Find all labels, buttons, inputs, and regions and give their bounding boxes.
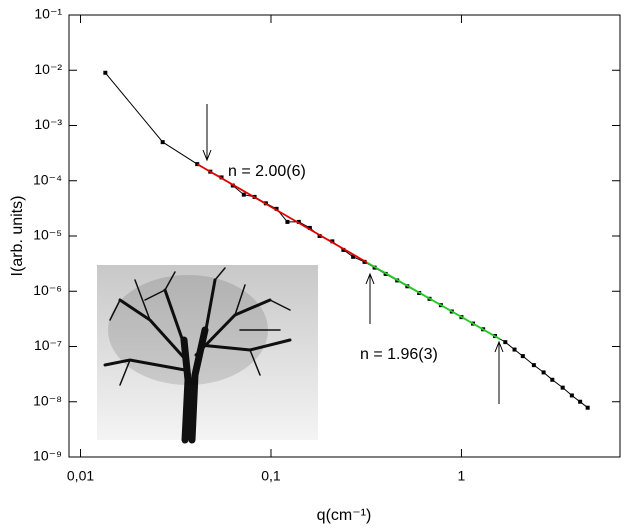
data-point xyxy=(296,219,301,224)
data-point xyxy=(569,393,574,398)
y-axis-label: I(arb. units) xyxy=(9,196,26,277)
inset-image xyxy=(97,265,318,444)
x-tick-label: 0,1 xyxy=(261,468,281,484)
y-tick-label: 10⁻⁸ xyxy=(33,392,62,408)
x-tick-label: 1 xyxy=(458,468,466,484)
y-tick-label: 10⁻⁵ xyxy=(33,227,62,243)
data-point xyxy=(103,70,108,75)
data-point xyxy=(585,405,590,410)
data-point xyxy=(531,363,536,368)
data-point xyxy=(330,239,335,244)
y-tick-label: 10⁻⁹ xyxy=(33,448,62,464)
arrows xyxy=(202,104,504,404)
y-tick-label: 10⁻⁴ xyxy=(33,171,62,187)
data-point xyxy=(351,254,356,259)
x-tick-label: 0,01 xyxy=(67,468,94,484)
data-point xyxy=(241,192,246,197)
data-point xyxy=(520,354,525,359)
data-point xyxy=(341,247,346,252)
data-point xyxy=(307,225,312,230)
fit-line xyxy=(196,163,368,264)
annotation: n = 2.00(6) xyxy=(228,163,306,180)
data-point xyxy=(512,347,517,352)
y-tick-label: 10⁻¹ xyxy=(34,6,62,22)
y-tick-label: 10⁻³ xyxy=(34,116,62,132)
annotation: n = 1.96(3) xyxy=(360,346,438,363)
data-point xyxy=(274,206,279,211)
data-point xyxy=(560,385,565,390)
data-point xyxy=(550,377,555,382)
fit-line xyxy=(366,261,501,341)
data-point xyxy=(285,219,290,224)
y-tick-label: 10⁻⁶ xyxy=(33,282,62,298)
data-point xyxy=(578,399,583,404)
data-point xyxy=(541,370,546,375)
data-point xyxy=(160,140,165,145)
x-axis-label: q(cm⁻¹) xyxy=(317,507,372,524)
y-tick-label: 10⁻² xyxy=(34,61,62,77)
y-tick-label: 10⁻⁷ xyxy=(34,337,62,353)
data-point xyxy=(503,340,508,345)
